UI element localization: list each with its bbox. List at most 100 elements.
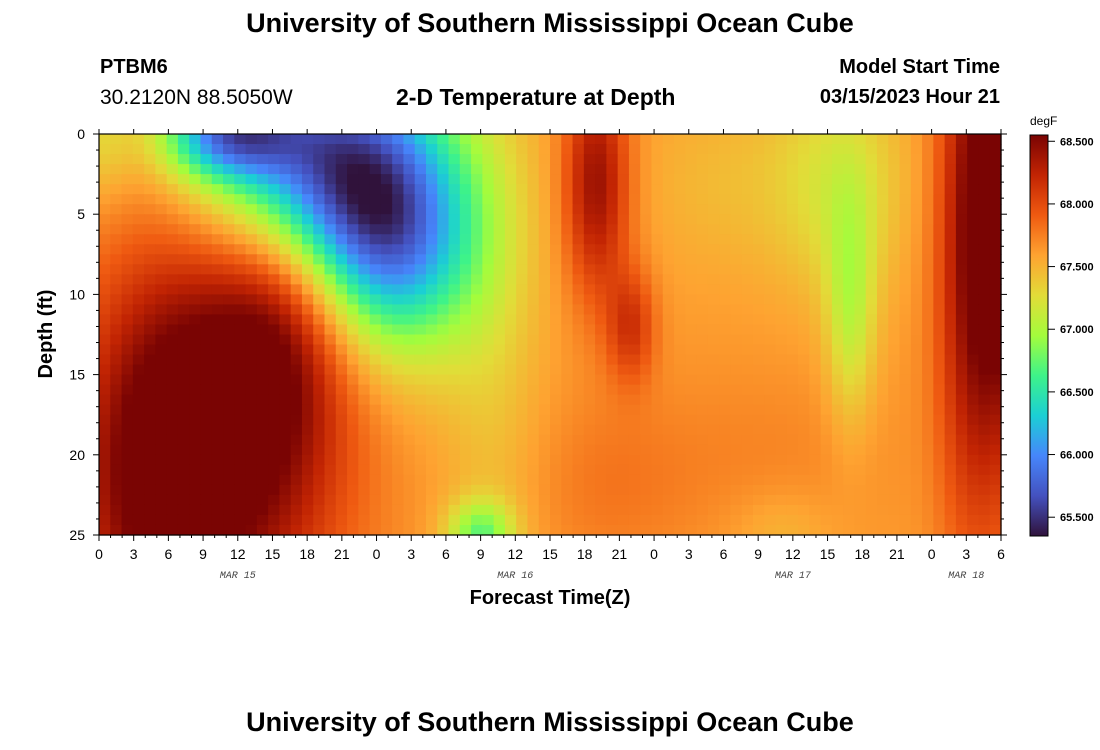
heatmap-cell	[471, 224, 483, 235]
heatmap-cell	[132, 194, 145, 205]
heatmap-cell	[719, 324, 732, 336]
heatmap-cell	[358, 474, 371, 486]
heatmap-cell	[696, 244, 709, 255]
heatmap-cell	[290, 514, 303, 526]
heatmap-cell	[955, 364, 968, 376]
heatmap-cell	[606, 164, 619, 175]
heatmap-cell	[200, 364, 213, 376]
heatmap-cell	[516, 394, 529, 406]
heatmap-cell	[662, 364, 675, 376]
heatmap-cell	[809, 494, 822, 506]
heatmap-cell	[764, 174, 777, 185]
heatmap-cell	[786, 394, 799, 406]
heatmap-cell	[989, 334, 1002, 346]
heatmap-cell	[223, 304, 235, 316]
heatmap-cell	[380, 414, 393, 426]
heatmap-cell	[561, 274, 574, 285]
footer-title: University of Southern Mississippi Ocean…	[246, 707, 854, 737]
heatmap-cell	[583, 254, 596, 265]
heatmap-cell	[223, 194, 235, 205]
heatmap-cell	[888, 184, 901, 195]
heatmap-cell	[482, 144, 495, 155]
heatmap-cell	[651, 494, 664, 506]
heatmap-cell	[640, 194, 653, 205]
heatmap-cell	[764, 434, 777, 446]
heatmap-cell	[764, 154, 777, 165]
heatmap-cell	[459, 514, 472, 526]
heatmap-cell	[177, 444, 190, 456]
heatmap-cell	[719, 444, 732, 456]
heatmap-cell	[234, 264, 247, 275]
heatmap-cell	[301, 424, 314, 436]
heatmap-cell	[944, 494, 957, 506]
heatmap-cell	[448, 294, 461, 306]
heatmap-cell	[538, 204, 551, 215]
heatmap-cell	[504, 434, 517, 446]
heatmap-cell	[888, 464, 901, 476]
heatmap-cell	[324, 354, 337, 366]
x-tick-label: 9	[754, 546, 762, 562]
heatmap-cell	[944, 184, 957, 195]
heatmap-cell	[764, 454, 777, 466]
heatmap-cell	[595, 334, 607, 346]
heatmap-cell	[155, 284, 168, 296]
heatmap-cell	[223, 524, 235, 536]
heatmap-cell	[876, 164, 889, 175]
heatmap-cell	[955, 164, 968, 175]
heatmap-cell	[662, 524, 675, 536]
heatmap-cell	[290, 334, 303, 346]
heatmap-cell	[978, 254, 991, 265]
colorbar-bar	[1029, 134, 1049, 537]
heatmap-cell	[922, 174, 934, 185]
heatmap-cell	[369, 504, 382, 516]
heatmap-cell	[775, 274, 788, 285]
heatmap-cell	[944, 334, 957, 346]
heatmap-cell	[223, 464, 235, 476]
heatmap-cell	[989, 494, 1002, 506]
heatmap-cell	[888, 224, 901, 235]
heatmap-cell	[392, 364, 405, 376]
heatmap-cell	[764, 364, 777, 376]
heatmap-cell	[572, 214, 585, 225]
heatmap-cell	[482, 154, 495, 165]
heatmap-cell	[865, 264, 878, 275]
heatmap-cell	[335, 204, 348, 215]
heatmap-cell	[380, 524, 393, 536]
heatmap-cell	[831, 174, 844, 185]
x-tick-label: 12	[785, 546, 801, 562]
heatmap-cell	[707, 344, 720, 356]
heatmap-cell	[223, 274, 235, 285]
heatmap-cell	[144, 214, 156, 225]
heatmap-cell	[707, 204, 720, 215]
heatmap-cell	[730, 394, 743, 406]
heatmap-cell	[335, 524, 348, 536]
heatmap-cell	[504, 224, 517, 235]
heatmap-cell	[279, 154, 292, 165]
heatmap-cell	[223, 424, 235, 436]
heatmap-cell	[301, 164, 314, 175]
heatmap-cell	[110, 474, 123, 486]
heatmap-cell	[910, 474, 923, 486]
heatmap-cell	[978, 504, 991, 516]
heatmap-cell	[335, 394, 348, 406]
x-tick-label: 21	[334, 546, 350, 562]
heatmap-cell	[831, 334, 844, 346]
heatmap-cell	[482, 324, 495, 336]
heatmap-cell	[471, 234, 483, 245]
heatmap-cell	[268, 464, 281, 476]
heatmap-cell	[177, 404, 190, 416]
heatmap-cell	[538, 304, 551, 316]
heatmap-cell	[268, 164, 281, 175]
heatmap-cell	[234, 274, 247, 285]
heatmap-cell	[471, 484, 483, 496]
heatmap-cell	[448, 524, 461, 536]
heatmap-cell	[279, 434, 292, 446]
heatmap-cell	[99, 234, 111, 245]
heatmap-cell	[933, 324, 946, 336]
heatmap-cell	[482, 274, 495, 285]
heatmap-cell	[256, 454, 269, 466]
heatmap-cell	[211, 394, 224, 406]
heatmap-cell	[933, 244, 946, 255]
heatmap-cell	[944, 364, 957, 376]
heatmap-cell	[888, 164, 901, 175]
